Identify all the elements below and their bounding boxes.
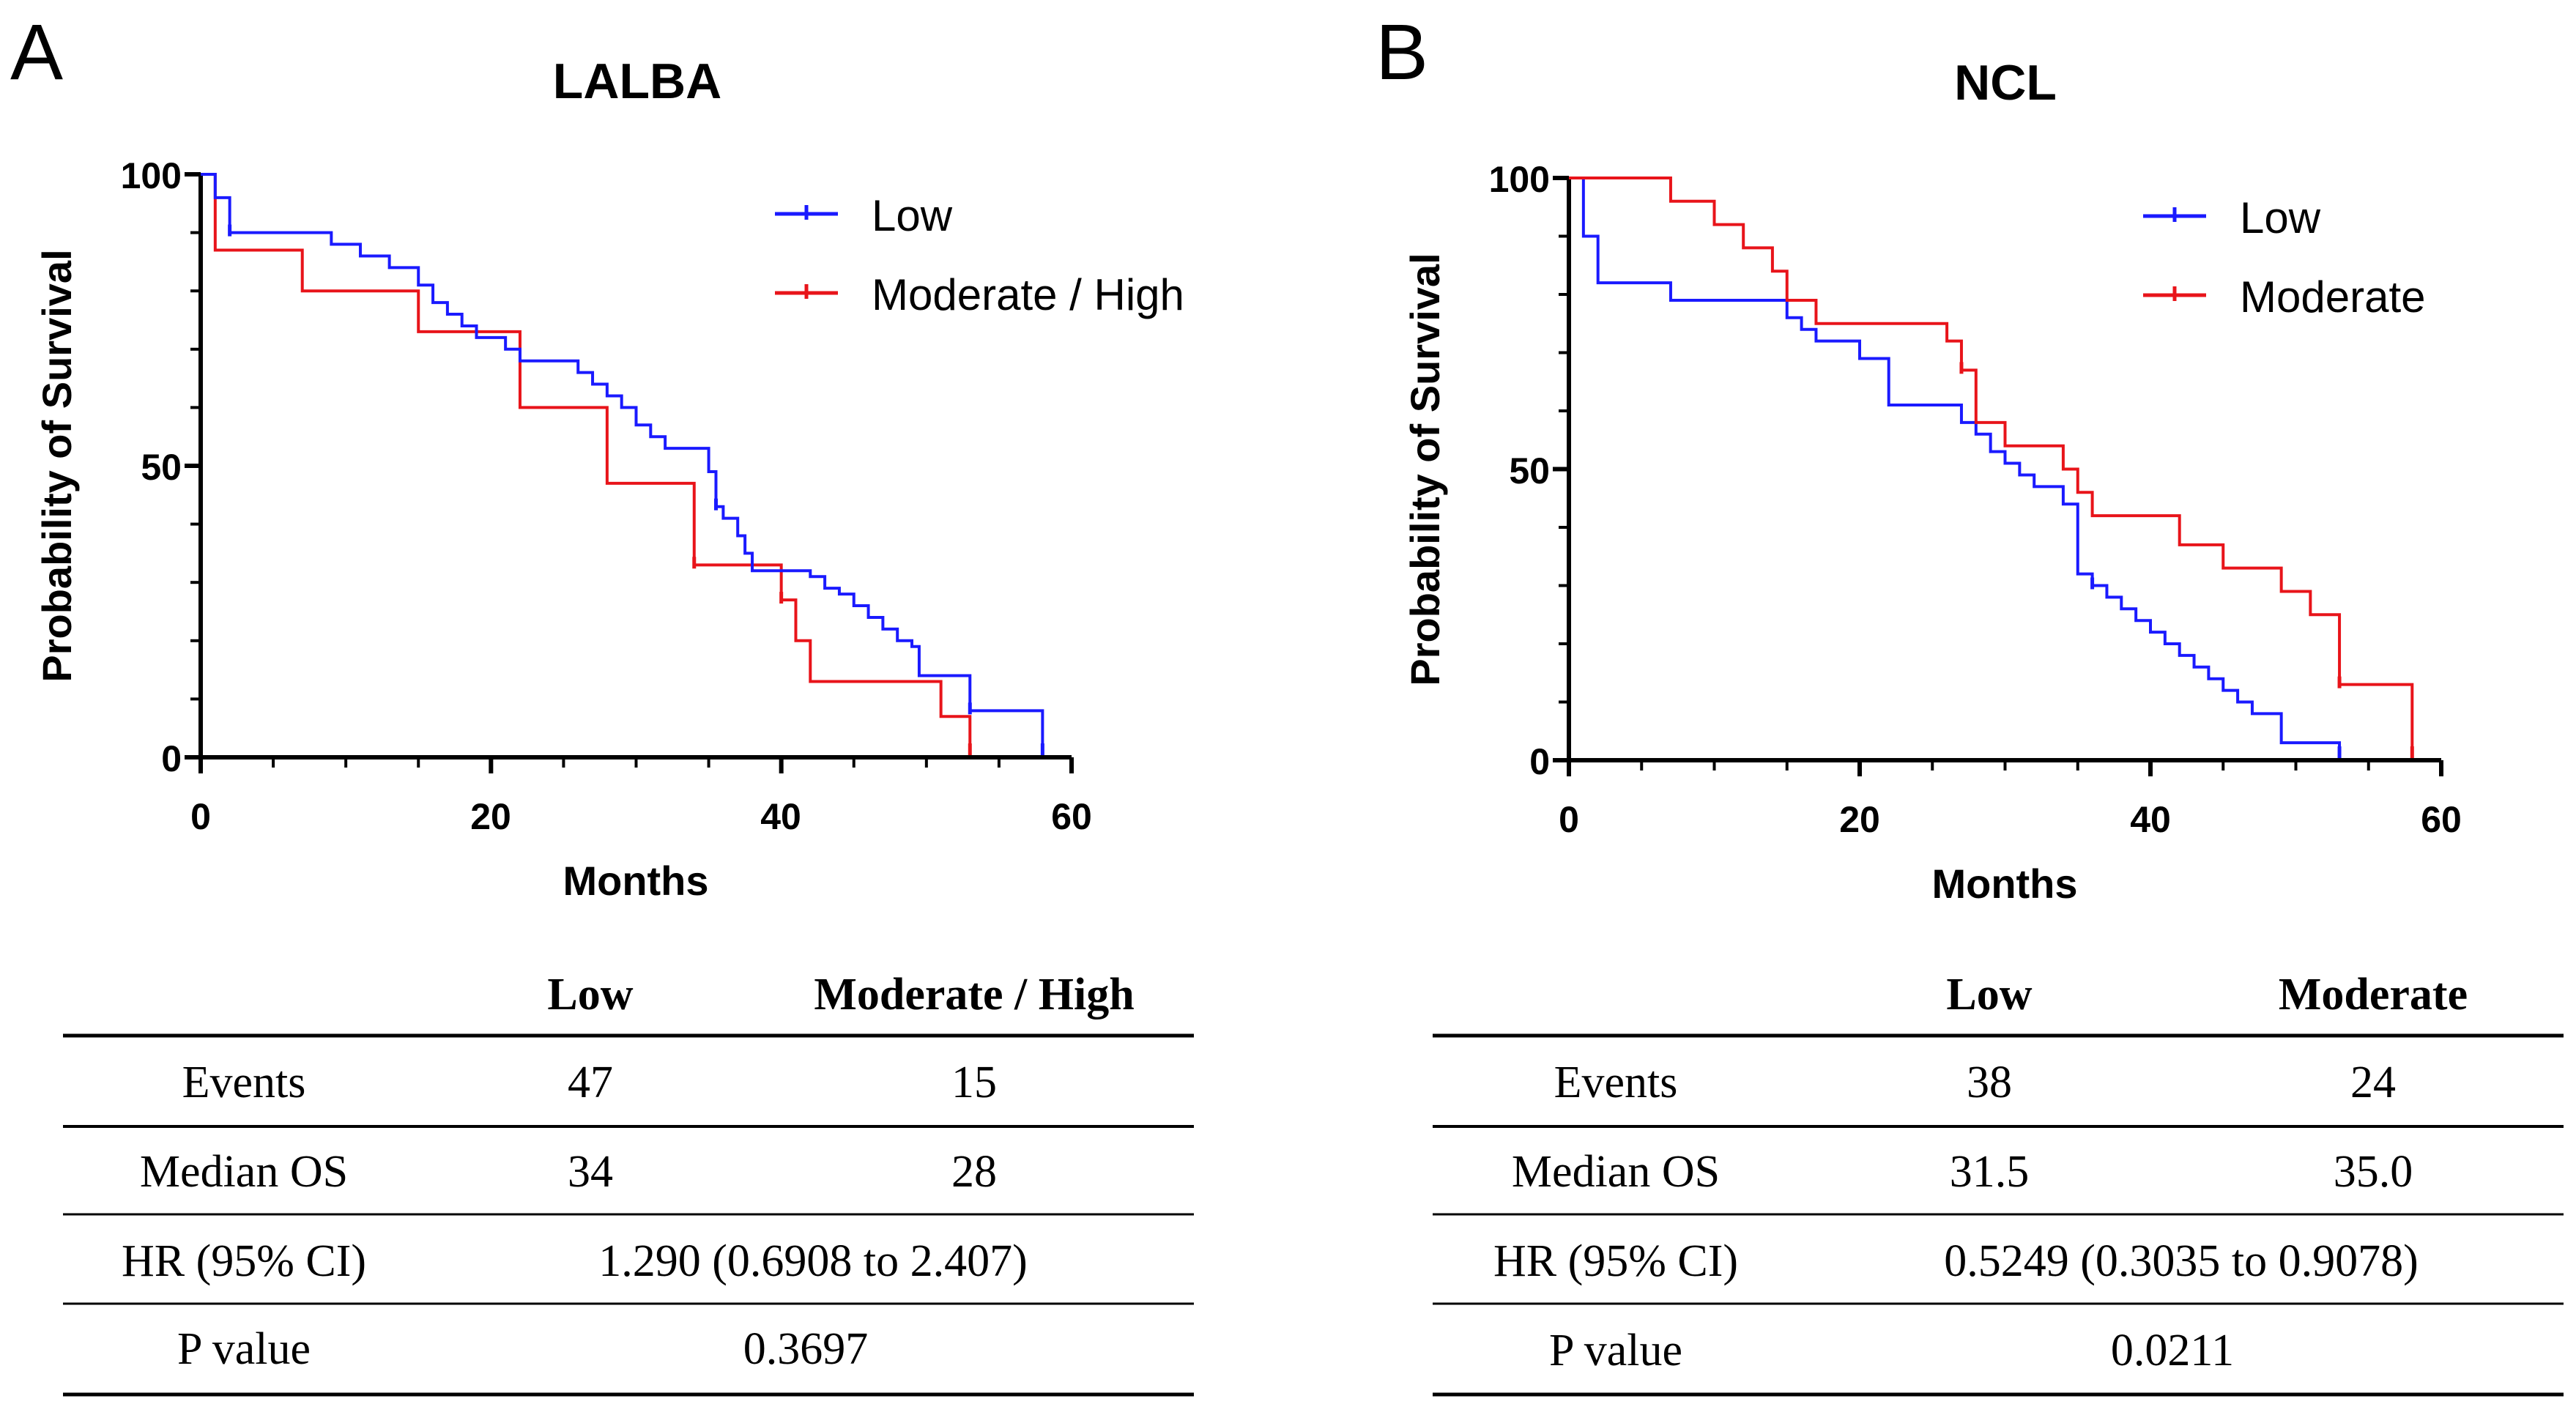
panel-b-table-p-label: P value — [1549, 1326, 1682, 1375]
panel-a-xtick-40: 40 — [760, 796, 801, 837]
panel-b-legend-label-low: Low — [2240, 193, 2321, 242]
panel-b-ytick-50: 50 — [1509, 450, 1550, 491]
panel-a-legend-label-moderate-high: Moderate / High — [872, 270, 1184, 319]
panel-a-line-moderate-high — [201, 173, 972, 752]
panel-a-table-events-low: 47 — [568, 1058, 613, 1107]
panel-a-y-axis-title: Probability of Survival — [34, 249, 80, 682]
panel-b-table-median-low: 31.5 — [1950, 1147, 2030, 1197]
panel-b-table-header-mod: Moderate — [2279, 970, 2468, 1020]
panel-b-series-low — [1569, 177, 2342, 759]
panel-a-title: LALBA — [553, 53, 721, 109]
panel-b-table-events-mod: 24 — [2350, 1058, 2396, 1107]
panel-a-table-events-mod: 15 — [951, 1058, 997, 1107]
panel-a-y-minor-ticks — [185, 172, 201, 760]
panel-a-table-header-low: Low — [547, 970, 633, 1020]
panel-b-ytick-100: 100 — [1489, 159, 1550, 200]
panel-b-legend-label-moderate: Moderate — [2240, 272, 2425, 322]
panel-b-legend: Low Moderate — [2143, 193, 2425, 322]
panel-a-xtick-0: 0 — [190, 796, 211, 837]
panel-a-table-p-label: P value — [177, 1324, 311, 1374]
panel-b-table-events-low: 38 — [1967, 1058, 2012, 1107]
panel-a-line-low — [201, 173, 1044, 752]
panel-a-table-events-label: Events — [182, 1058, 306, 1107]
panel-b-table-hr-label: HR (95% CI) — [1493, 1236, 1738, 1286]
panel-b-series-moderate — [1569, 177, 2414, 759]
panel-a-x-axis-title: Months — [563, 858, 708, 904]
panel-a-table-p-value: 0.3697 — [743, 1324, 869, 1374]
panel-b-table-p-value: 0.0211 — [2111, 1326, 2234, 1375]
panel-a: A LALBA 100 50 0 0 20 40 60 Months Proba… — [10, 7, 1194, 1397]
panel-b-letter: B — [1376, 7, 1428, 96]
panel-b-table-header-low: Low — [1946, 970, 2032, 1020]
panel-b-line-moderate — [1569, 177, 2414, 755]
panel-b-table-median-label: Median OS — [1512, 1147, 1720, 1197]
panel-a-ytick-0: 0 — [161, 738, 182, 779]
panel-b-line-low — [1569, 177, 2342, 755]
panel-b-stats-table: Low Moderate Events 38 24 Median OS 31.5… — [1433, 970, 2564, 1397]
panel-a-series-moderate-high — [201, 173, 972, 756]
panel-a-stats-table: Low Moderate / High Events 47 15 Median … — [63, 970, 1194, 1397]
panel-a-series-low — [201, 173, 1044, 756]
panel-a-table-median-label: Median OS — [140, 1147, 348, 1197]
panel-b-xtick-0: 0 — [1559, 799, 1579, 840]
panel-a-ytick-100: 100 — [121, 155, 182, 196]
panel-b-xtick-40: 40 — [2130, 799, 2171, 840]
panel-b-title: NCL — [1954, 55, 2057, 111]
panel-a-table-median-low: 34 — [568, 1147, 613, 1197]
panel-a-legend-label-low: Low — [872, 191, 953, 240]
panel-b-table-hr-value: 0.5249 (0.3035 to 0.9078) — [1944, 1236, 2419, 1286]
panel-b-x-minor-ticks — [1567, 760, 2443, 776]
panel-b-table-events-label: Events — [1554, 1058, 1678, 1107]
panel-a-letter: A — [10, 7, 63, 96]
panel-a-table-median-mod: 28 — [951, 1147, 997, 1197]
panel-a-x-minor-ticks — [198, 757, 1074, 773]
panel-a-table-header-mod: Moderate / High — [814, 970, 1134, 1020]
panel-b-xtick-20: 20 — [1839, 799, 1880, 840]
panel-b-y-axis-title: Probability of Survival — [1402, 253, 1448, 686]
panel-a-xtick-60: 60 — [1051, 796, 1092, 837]
panel-b: B NCL 100 50 0 0 20 40 60 Months Probabi… — [1376, 7, 2564, 1397]
panel-a-xtick-20: 20 — [470, 796, 511, 837]
panel-b-table-median-mod: 35.0 — [2334, 1147, 2413, 1197]
panel-a-table-hr-value: 1.290 (0.6908 to 2.407) — [598, 1236, 1028, 1286]
panel-a-table-hr-label: HR (95% CI) — [122, 1236, 366, 1286]
panel-b-ytick-0: 0 — [1529, 741, 1550, 782]
panel-b-xtick-60: 60 — [2421, 799, 2462, 840]
panel-a-legend: Low Moderate / High — [775, 191, 1184, 319]
panel-a-ytick-50: 50 — [141, 447, 182, 488]
panel-b-y-minor-ticks — [1553, 176, 1569, 762]
panel-b-x-axis-title: Months — [1931, 861, 2077, 907]
